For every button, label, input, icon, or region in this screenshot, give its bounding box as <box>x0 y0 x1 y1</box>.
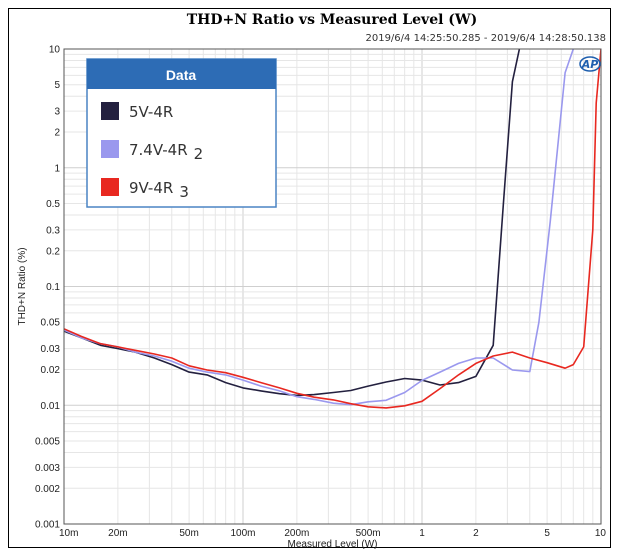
y-tick-label: 5 <box>54 80 60 91</box>
x-tick-label: 50m <box>179 528 198 539</box>
x-tick-label: 100m <box>230 528 255 539</box>
x-tick-label: 10m <box>59 528 78 539</box>
x-tick-label: 1 <box>419 528 425 539</box>
series-line-2 <box>64 49 575 406</box>
plot-border <box>63 48 602 525</box>
y-tick-label: 0.03 <box>41 344 61 355</box>
legend-label-text: 9V-4R <box>129 179 173 197</box>
y-tick-label: 0.05 <box>41 318 61 329</box>
x-tick-label: 5 <box>544 528 550 539</box>
legend-label-suffix: 2 <box>194 145 204 163</box>
legend-label-text: 5V-4R <box>129 103 173 121</box>
y-tick-label: 0.002 <box>35 484 60 495</box>
y-tick-label: 2 <box>54 128 60 139</box>
x-tick-label: 200m <box>284 528 309 539</box>
y-tick-label: 0.02 <box>41 365 61 376</box>
legend-label-1: 5V-4R <box>129 103 173 121</box>
ap-logo-icon: AP <box>579 56 601 72</box>
x-tick-labels: 10m 20m 50m 100m 200m 500m 1 2 5 10 <box>59 528 606 539</box>
y-tick-label: 0.005 <box>35 436 60 447</box>
x-tick-label: 2 <box>473 528 479 539</box>
x-tick-label: 20m <box>108 528 127 539</box>
x-tick-label: 10 <box>595 528 607 539</box>
legend-label-suffix: 3 <box>179 183 189 201</box>
legend-items: 5V-4R 7.4V-4R 2 9V-4R 3 <box>101 102 203 201</box>
y-tick-label: 0.1 <box>46 282 60 293</box>
legend-swatch-3 <box>101 178 119 196</box>
legend-label-3: 9V-4R 3 <box>129 179 189 201</box>
y-tick-label: 0.01 <box>41 401 61 412</box>
y-axis-label: THD+N Ratio (%) <box>17 247 28 325</box>
y-tick-label: 0.003 <box>35 463 60 474</box>
legend-label-text: 7.4V-4R <box>129 141 188 159</box>
series-line-3 <box>64 49 601 409</box>
chart-title: THD+N Ratio vs Measured Level (W) <box>187 12 478 28</box>
legend-title: Data <box>166 67 197 83</box>
x-tick-label: 500m <box>356 528 381 539</box>
series-group <box>64 49 601 409</box>
x-axis-label: Measured Level (W) <box>287 539 377 549</box>
svg-text:AP: AP <box>581 58 599 71</box>
chart-timestamp: 2019/6/4 14:25:50.285 - 2019/6/4 14:28:5… <box>365 33 606 44</box>
y-tick-label: 0.2 <box>46 246 60 257</box>
y-tick-labels: 10 5 3 2 1 0.5 0.3 0.2 0.1 0.05 0.03 0.02 0.01 0.005 0… <box>35 45 60 531</box>
legend: Data 5V-4R 7.4V-4R 2 9V-4R 3 <box>86 58 277 208</box>
y-tick-label: 0.3 <box>46 225 60 236</box>
chart-svg: THD+N Ratio vs Measured Level (W) 2019/6… <box>17 12 606 549</box>
y-tick-label: 1 <box>54 163 60 174</box>
y-tick-label: 3 <box>54 107 60 118</box>
legend-swatch-2 <box>101 140 119 158</box>
legend-header <box>87 59 276 89</box>
y-tick-label: 0.5 <box>46 199 60 210</box>
legend-label-2: 7.4V-4R 2 <box>129 141 203 163</box>
legend-swatch-1 <box>101 102 119 120</box>
y-tick-label: 0.001 <box>35 520 60 531</box>
y-tick-label: 10 <box>49 45 61 56</box>
chart-frame: THD+N Ratio vs Measured Level (W) 2019/6… <box>8 8 611 549</box>
